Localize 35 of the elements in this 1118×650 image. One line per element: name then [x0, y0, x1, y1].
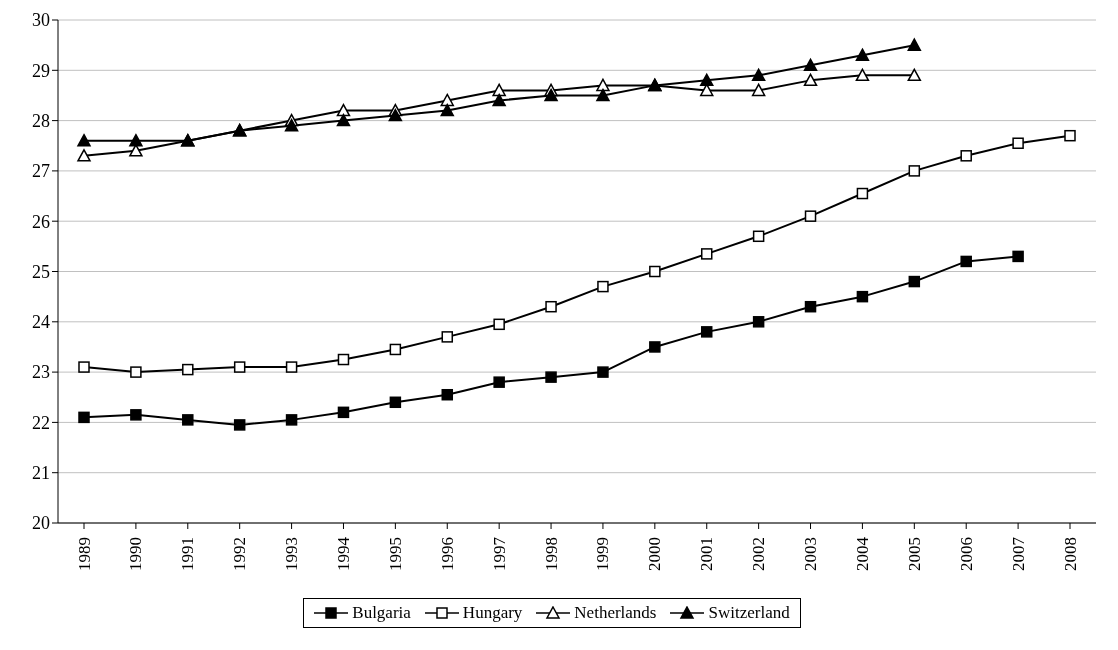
- y-tick-label: 26: [32, 211, 50, 232]
- legend-label: Hungary: [461, 603, 523, 623]
- x-tick-label: 1996: [437, 537, 457, 571]
- x-tick-label: 1989: [74, 537, 94, 571]
- y-tick-label: 20: [32, 513, 50, 534]
- y-tick-label: 22: [32, 412, 50, 433]
- y-tick-label: 24: [32, 312, 50, 333]
- x-tick-label: 2004: [852, 536, 872, 571]
- x-tick-label: 1995: [385, 537, 405, 571]
- x-tick-label: 2000: [645, 537, 665, 571]
- x-tick-label: 2005: [904, 537, 924, 571]
- x-tick-label: 2007: [1008, 536, 1028, 571]
- x-tick-label: 2001: [697, 537, 717, 571]
- y-tick-label: 28: [32, 110, 50, 131]
- x-tick-label: 1994: [333, 536, 353, 571]
- x-tick-label: 1998: [541, 537, 561, 571]
- x-tick-label: 1991: [178, 537, 198, 571]
- legend-label: Switzerland: [707, 603, 790, 623]
- x-tick-label: 1990: [126, 537, 146, 571]
- x-tick-label: 1999: [593, 537, 613, 571]
- y-tick-label: 21: [32, 463, 50, 484]
- y-tick-label: 29: [32, 60, 50, 81]
- x-tick-label: 1992: [230, 537, 250, 571]
- legend-label: Netherlands: [573, 603, 657, 623]
- x-tick-label: 2008: [1060, 537, 1080, 571]
- x-tick-label: 2006: [956, 537, 976, 571]
- x-tick-label: 1993: [282, 537, 302, 571]
- y-tick-label: 25: [32, 261, 50, 282]
- y-tick-label: 30: [32, 10, 50, 31]
- y-tick-label: 27: [32, 161, 50, 182]
- x-tick-label: 2003: [801, 537, 821, 571]
- x-tick-label: 2002: [749, 537, 769, 571]
- x-tick-label: 1997: [489, 536, 509, 571]
- legend-label: Bulgaria: [351, 603, 411, 623]
- y-tick-label: 23: [32, 362, 50, 383]
